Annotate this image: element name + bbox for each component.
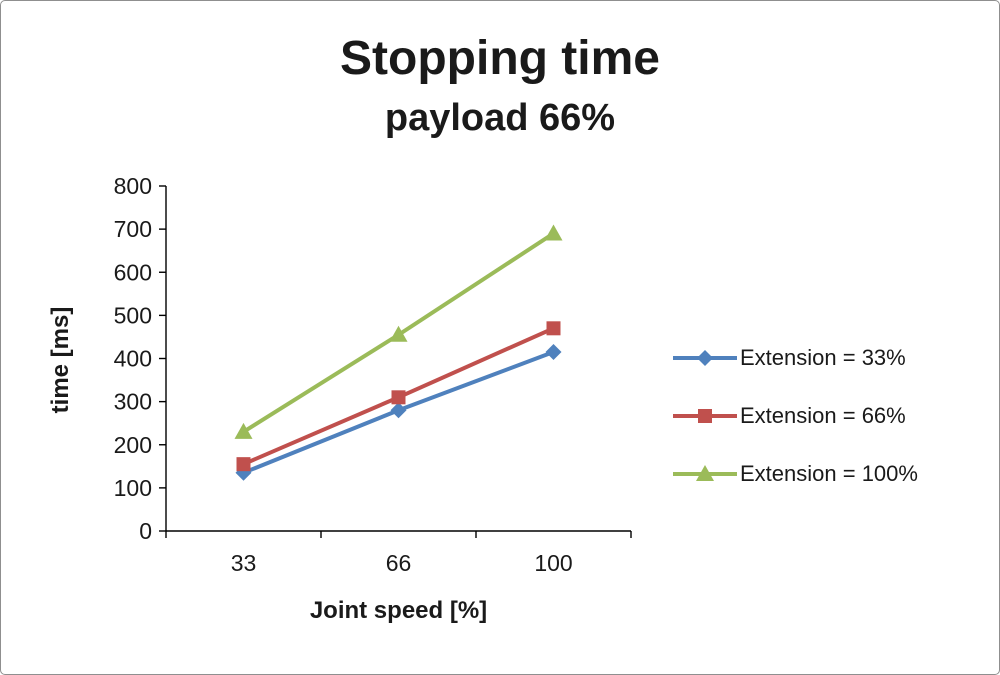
legend-item: Extension = 100%	[673, 461, 918, 487]
square-marker-icon	[546, 321, 561, 336]
legend-marker-triangle-icon	[673, 465, 737, 481]
diamond-marker-icon	[390, 402, 407, 419]
triangle-marker-icon	[544, 224, 563, 241]
legend-label: Extension = 33%	[740, 345, 906, 370]
y-tick-label: 400	[114, 346, 152, 372]
y-tick-label: 0	[139, 518, 152, 544]
diamond-marker-icon	[545, 344, 562, 361]
legend-triangle-marker-icon	[696, 465, 714, 481]
y-tick-label: 300	[114, 389, 152, 415]
y-axis-title: time [ms]	[47, 306, 74, 414]
triangle-marker-icon	[234, 422, 253, 439]
x-axis-title: Joint speed [%]	[309, 597, 488, 624]
y-tick-label: 800	[114, 173, 152, 199]
series-square	[236, 321, 561, 472]
x-tick-label: 33	[231, 550, 257, 576]
chart-title: Stopping time	[340, 32, 660, 85]
series-diamond	[235, 344, 562, 481]
y-tick-label: 500	[114, 302, 152, 328]
legend-label: Extension = 66%	[740, 403, 906, 428]
chart-subtitle: payload 66%	[384, 97, 616, 139]
legend-diamond-marker-icon	[697, 350, 713, 366]
y-tick-label: 100	[114, 475, 152, 501]
square-marker-icon	[236, 457, 251, 472]
square-marker-icon	[391, 390, 406, 405]
legend: Extension = 33% Extension = 66% Extension …	[673, 345, 918, 487]
y-tick-label: 600	[114, 259, 152, 285]
series-triangle	[234, 224, 563, 439]
legend-square-marker-icon	[698, 409, 712, 423]
y-tick-label: 700	[114, 216, 152, 242]
x-tick-label: 100	[534, 550, 572, 576]
legend-marker-diamond-icon	[673, 350, 737, 366]
x-tick-label: 66	[386, 550, 412, 576]
legend-item: Extension = 33%	[673, 345, 918, 371]
legend-label: Extension = 100%	[740, 461, 918, 486]
legend-item: Extension = 66%	[673, 403, 918, 429]
y-tick-label: 200	[114, 432, 152, 458]
legend-marker-square-icon	[673, 409, 737, 423]
triangle-marker-icon	[389, 325, 408, 342]
